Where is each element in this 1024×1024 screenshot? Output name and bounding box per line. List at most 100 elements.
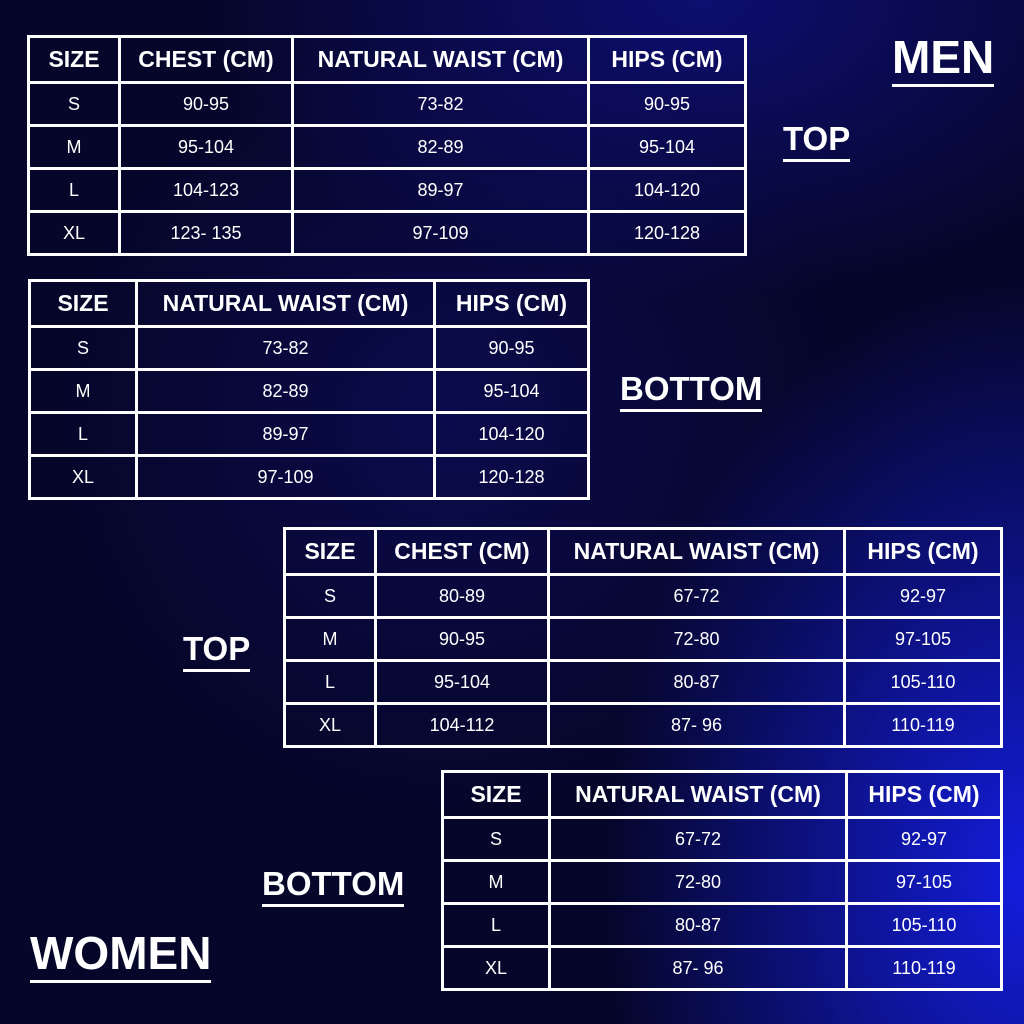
column-header: HIPS (CM) [433, 279, 590, 328]
measurement-cell: 95-104 [374, 659, 550, 705]
measurement-cell: 97-109 [291, 210, 590, 256]
size-cell: XL [28, 454, 138, 500]
measurement-cell: 82-89 [291, 124, 590, 170]
measurement-cell: 82-89 [135, 368, 436, 414]
measurement-cell: 72-80 [548, 859, 848, 905]
column-header: HIPS (CM) [843, 527, 1003, 576]
measurement-cell: 80-89 [374, 573, 550, 619]
table-row: L 104-123 89-97 104-120 [27, 167, 747, 213]
measurement-cell: 67-72 [547, 573, 846, 619]
table-row: S 73-82 90-95 [28, 325, 590, 371]
men-title: MEN [892, 34, 995, 87]
measurement-cell: 97-105 [845, 859, 1003, 905]
measurement-cell: 105-110 [843, 659, 1003, 705]
table-row: M 72-80 97-105 [441, 859, 1003, 905]
measurement-cell: 120-128 [433, 454, 590, 500]
women-bottom-size-table: SIZE NATURAL WAIST (CM) HIPS (CM) S 67-72 92-… [441, 770, 1003, 991]
size-cell: L [441, 902, 551, 948]
measurement-cell: 80-87 [548, 902, 848, 948]
measurement-cell: 104-123 [118, 167, 294, 213]
measurement-cell: 104-120 [587, 167, 747, 213]
measurement-cell: 87- 96 [547, 702, 846, 748]
size-cell: S [27, 81, 121, 127]
measurement-cell: 120-128 [587, 210, 747, 256]
size-cell: L [27, 167, 121, 213]
size-cell: M [441, 859, 551, 905]
size-cell: S [283, 573, 377, 619]
measurement-cell: 90-95 [374, 616, 550, 662]
size-cell: M [27, 124, 121, 170]
measurement-cell: 97-109 [135, 454, 436, 500]
table-row: XL 97-109 120-128 [28, 454, 590, 500]
header-row: SIZE CHEST (CM) NATURAL WAIST (CM) HIPS (CM… [283, 527, 1003, 576]
measurement-cell: 97-105 [843, 616, 1003, 662]
measurement-cell: 104-120 [433, 411, 590, 457]
size-cell: XL [283, 702, 377, 748]
header-row: SIZE CHEST (CM) NATURAL WAIST (CM) HIPS (CM… [27, 35, 747, 84]
measurement-cell: 90-95 [587, 81, 747, 127]
column-header: NATURAL WAIST (CM) [291, 35, 590, 84]
size-cell: L [28, 411, 138, 457]
table-row: L 95-104 80-87 105-110 [283, 659, 1003, 705]
measurement-cell: 72-80 [547, 616, 846, 662]
size-cell: XL [441, 945, 551, 991]
men-top-label: TOP [783, 122, 851, 162]
measurement-cell: 80-87 [547, 659, 846, 705]
column-header: SIZE [283, 527, 377, 576]
size-cell: M [28, 368, 138, 414]
size-cell: S [28, 325, 138, 371]
women-top-label: TOP [183, 632, 251, 672]
header-row: SIZE NATURAL WAIST (CM) HIPS (CM) [28, 279, 590, 328]
column-header: NATURAL WAIST (CM) [135, 279, 436, 328]
column-header: NATURAL WAIST (CM) [548, 770, 848, 819]
measurement-cell: 73-82 [135, 325, 436, 371]
measurement-cell: 87- 96 [548, 945, 848, 991]
size-cell: XL [27, 210, 121, 256]
measurement-cell: 89-97 [291, 167, 590, 213]
men-bottom-size-table: SIZE NATURAL WAIST (CM) HIPS (CM) S 73-82 90-… [28, 279, 590, 500]
measurement-cell: 104-112 [374, 702, 550, 748]
measurement-cell: 92-97 [845, 816, 1003, 862]
table-row: XL 123- 135 97-109 120-128 [27, 210, 747, 256]
table-row: XL 87- 96 110-119 [441, 945, 1003, 991]
measurement-cell: 89-97 [135, 411, 436, 457]
column-header: SIZE [28, 279, 138, 328]
measurement-cell: 95-104 [433, 368, 590, 414]
measurement-cell: 90-95 [433, 325, 590, 371]
table-row: L 89-97 104-120 [28, 411, 590, 457]
measurement-cell: 73-82 [291, 81, 590, 127]
measurement-cell: 110-119 [843, 702, 1003, 748]
table-row: S 80-89 67-72 92-97 [283, 573, 1003, 619]
measurement-cell: 95-104 [587, 124, 747, 170]
table-row: M 95-104 82-89 95-104 [27, 124, 747, 170]
women-title: WOMEN [30, 930, 212, 983]
measurement-cell: 67-72 [548, 816, 848, 862]
measurement-cell: 105-110 [845, 902, 1003, 948]
column-header: NATURAL WAIST (CM) [547, 527, 846, 576]
size-cell: M [283, 616, 377, 662]
column-header: HIPS (CM) [587, 35, 747, 84]
table-row: L 80-87 105-110 [441, 902, 1003, 948]
measurement-cell: 110-119 [845, 945, 1003, 991]
table-row: S 67-72 92-97 [441, 816, 1003, 862]
column-header: HIPS (CM) [845, 770, 1003, 819]
table-row: S 90-95 73-82 90-95 [27, 81, 747, 127]
measurement-cell: 92-97 [843, 573, 1003, 619]
column-header: CHEST (CM) [374, 527, 550, 576]
table-row: M 90-95 72-80 97-105 [283, 616, 1003, 662]
measurement-cell: 90-95 [118, 81, 294, 127]
men-top-size-table: SIZE CHEST (CM) NATURAL WAIST (CM) HIPS (CM… [27, 35, 747, 256]
size-cell: L [283, 659, 377, 705]
header-row: SIZE NATURAL WAIST (CM) HIPS (CM) [441, 770, 1003, 819]
measurement-cell: 123- 135 [118, 210, 294, 256]
column-header: SIZE [441, 770, 551, 819]
column-header: SIZE [27, 35, 121, 84]
measurement-cell: 95-104 [118, 124, 294, 170]
women-top-size-table: SIZE CHEST (CM) NATURAL WAIST (CM) HIPS (CM… [283, 527, 1003, 748]
table-row: XL 104-112 87- 96 110-119 [283, 702, 1003, 748]
men-bottom-label: BOTTOM [620, 372, 763, 412]
table-row: M 82-89 95-104 [28, 368, 590, 414]
size-cell: S [441, 816, 551, 862]
women-bottom-label: BOTTOM [262, 867, 405, 907]
column-header: CHEST (CM) [118, 35, 294, 84]
